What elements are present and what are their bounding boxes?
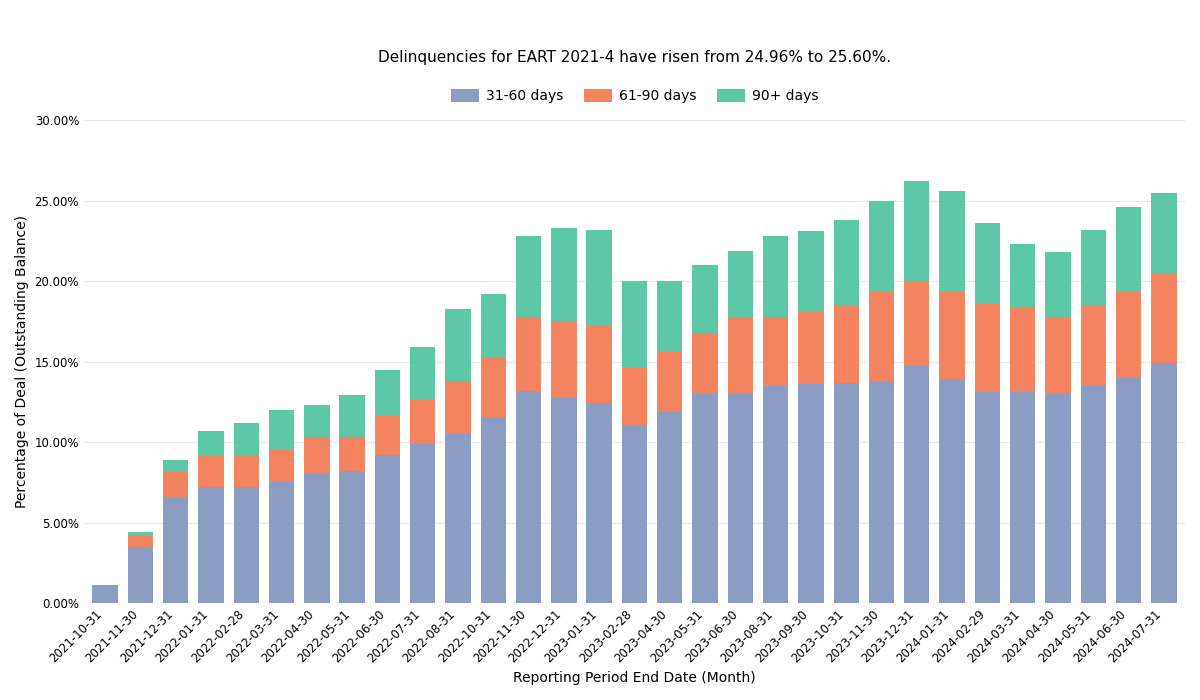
Bar xyxy=(445,381,470,434)
Bar xyxy=(410,398,436,444)
Bar xyxy=(127,532,154,536)
Bar xyxy=(622,368,647,426)
Bar xyxy=(1116,378,1141,603)
Bar xyxy=(1045,394,1070,603)
Bar xyxy=(869,293,894,381)
Y-axis label: Percentage of Deal (Outstanding Balance): Percentage of Deal (Outstanding Balance) xyxy=(14,215,29,508)
Bar xyxy=(904,281,930,365)
Bar xyxy=(1045,316,1070,394)
Bar xyxy=(692,332,718,394)
Bar xyxy=(516,236,541,316)
Bar xyxy=(798,231,823,312)
Bar xyxy=(551,228,576,321)
Bar xyxy=(1080,386,1106,603)
Legend: 31-60 days, 61-90 days, 90+ days: 31-60 days, 61-90 days, 90+ days xyxy=(445,84,823,109)
Bar xyxy=(1116,291,1141,378)
Bar xyxy=(198,430,223,455)
Bar xyxy=(904,365,930,603)
Bar xyxy=(1010,307,1036,392)
Bar xyxy=(658,352,683,412)
Bar xyxy=(727,318,754,394)
Bar xyxy=(480,418,506,603)
Bar xyxy=(163,460,188,471)
Bar xyxy=(480,358,506,418)
Bar xyxy=(92,585,118,603)
Bar xyxy=(1080,230,1106,305)
Bar xyxy=(127,547,154,603)
Bar xyxy=(940,379,965,603)
Bar xyxy=(234,423,259,455)
Bar xyxy=(1010,244,1036,307)
Bar xyxy=(304,475,330,603)
Bar xyxy=(834,305,859,383)
Bar xyxy=(163,471,188,498)
Bar xyxy=(269,410,294,450)
Bar xyxy=(1045,252,1070,316)
Bar xyxy=(940,293,965,379)
Bar xyxy=(445,434,470,603)
Bar xyxy=(1010,392,1036,603)
Bar xyxy=(869,201,894,293)
Bar xyxy=(974,392,1000,603)
Bar xyxy=(904,181,930,281)
Bar xyxy=(1151,193,1176,273)
Bar xyxy=(798,384,823,603)
Bar xyxy=(304,405,330,438)
Bar xyxy=(1080,305,1106,386)
Bar xyxy=(1151,273,1176,363)
Bar xyxy=(1151,363,1176,603)
Bar xyxy=(340,438,365,471)
Bar xyxy=(234,487,259,603)
Bar xyxy=(1116,207,1141,291)
Bar xyxy=(340,471,365,603)
Bar xyxy=(727,394,754,603)
Bar xyxy=(445,309,470,381)
Bar xyxy=(374,414,400,455)
Title: Delinquencies for EART 2021-4 have risen from 24.96% to 25.60%.: Delinquencies for EART 2021-4 have risen… xyxy=(378,50,892,65)
Bar xyxy=(374,370,400,414)
Bar xyxy=(692,265,718,332)
Bar xyxy=(234,455,259,487)
Bar xyxy=(692,394,718,603)
Bar xyxy=(974,223,1000,304)
Bar xyxy=(480,294,506,358)
Bar xyxy=(974,304,1000,392)
Bar xyxy=(763,236,788,316)
Bar xyxy=(658,412,683,603)
Bar xyxy=(622,426,647,603)
Bar xyxy=(410,444,436,603)
Bar xyxy=(869,381,894,603)
Bar xyxy=(587,326,612,403)
Bar xyxy=(304,438,330,475)
Bar xyxy=(727,251,754,318)
Bar xyxy=(516,391,541,603)
Bar xyxy=(551,321,576,397)
Bar xyxy=(940,191,965,293)
Bar xyxy=(798,312,823,384)
Bar xyxy=(410,347,436,398)
Bar xyxy=(658,281,683,352)
Bar xyxy=(622,281,647,368)
Bar xyxy=(269,482,294,603)
Bar xyxy=(834,220,859,305)
Bar xyxy=(269,450,294,482)
Bar xyxy=(198,455,223,487)
Bar xyxy=(587,403,612,603)
Bar xyxy=(763,386,788,603)
Bar xyxy=(163,498,188,603)
Bar xyxy=(551,397,576,603)
Bar xyxy=(763,316,788,386)
Bar xyxy=(516,316,541,391)
Bar xyxy=(127,536,154,547)
Bar xyxy=(587,230,612,326)
Bar xyxy=(198,487,223,603)
Bar xyxy=(834,383,859,603)
X-axis label: Reporting Period End Date (Month): Reporting Period End Date (Month) xyxy=(514,671,756,685)
Bar xyxy=(340,395,365,438)
Bar xyxy=(374,455,400,603)
